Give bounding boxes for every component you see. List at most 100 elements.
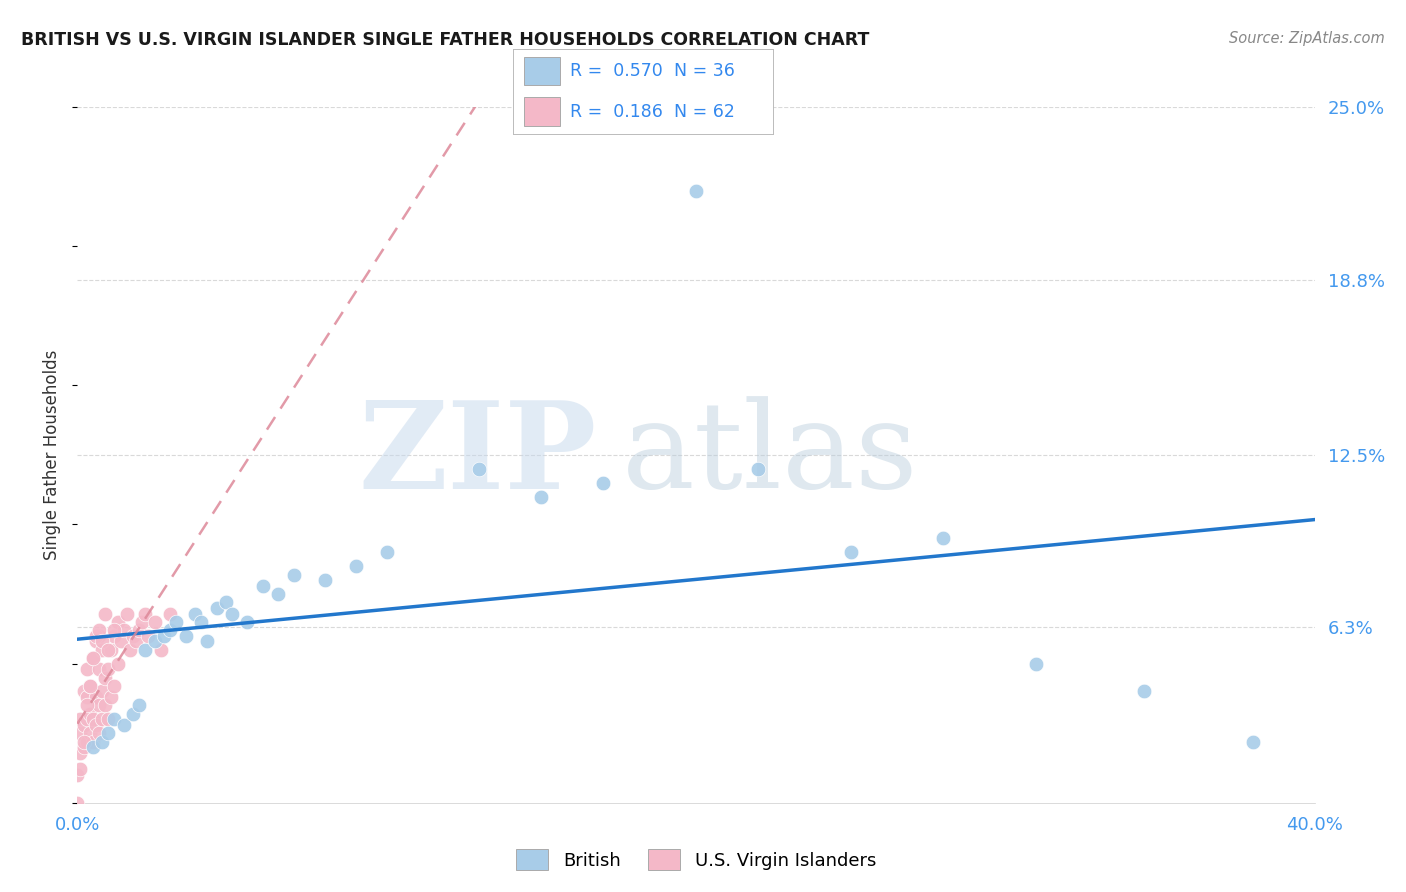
- Point: [115, 607, 138, 621]
- Point: [69, 712, 91, 726]
- Point: [76, 690, 98, 704]
- Point: [79, 706, 101, 721]
- Point: [839, 545, 862, 559]
- Point: [87, 726, 110, 740]
- Point: [267, 587, 290, 601]
- Point: [94, 607, 117, 621]
- Point: [134, 607, 156, 621]
- Point: [97, 712, 120, 726]
- Point: [72, 734, 94, 748]
- Point: [221, 607, 243, 621]
- Point: [138, 629, 160, 643]
- Point: [112, 624, 135, 638]
- Point: [128, 624, 150, 638]
- Point: [283, 567, 305, 582]
- Point: [97, 726, 120, 740]
- Point: [107, 657, 129, 671]
- Point: [149, 642, 172, 657]
- Point: [103, 712, 125, 726]
- Point: [153, 629, 176, 643]
- Point: [72, 740, 94, 755]
- Point: [685, 184, 707, 198]
- Point: [91, 712, 114, 726]
- Point: [125, 634, 148, 648]
- Text: ZIP: ZIP: [359, 396, 598, 514]
- Point: [87, 629, 110, 643]
- Point: [1133, 684, 1156, 698]
- Point: [103, 624, 125, 638]
- Bar: [523, 57, 560, 86]
- Point: [932, 532, 955, 546]
- Point: [184, 607, 207, 621]
- Point: [84, 690, 107, 704]
- Point: [79, 679, 101, 693]
- Point: [118, 642, 141, 657]
- Point: [94, 698, 117, 713]
- Text: N = 62: N = 62: [675, 103, 735, 120]
- Point: [79, 679, 101, 693]
- Point: [84, 634, 107, 648]
- Point: [344, 559, 367, 574]
- Point: [84, 629, 107, 643]
- Point: [91, 684, 114, 698]
- Bar: [523, 97, 560, 126]
- Point: [84, 718, 107, 732]
- Point: [97, 662, 120, 676]
- Point: [87, 698, 110, 713]
- Point: [128, 698, 150, 713]
- Point: [66, 768, 89, 782]
- Text: R =  0.186: R = 0.186: [571, 103, 664, 120]
- Point: [87, 662, 110, 676]
- Point: [122, 629, 145, 643]
- Point: [91, 642, 114, 657]
- Point: [97, 642, 120, 657]
- Point: [91, 634, 114, 648]
- Point: [100, 690, 122, 704]
- Point: [66, 796, 89, 810]
- Point: [76, 662, 98, 676]
- Point: [143, 634, 166, 648]
- Point: [252, 579, 274, 593]
- Point: [91, 734, 114, 748]
- Text: atlas: atlas: [621, 396, 918, 514]
- Point: [103, 679, 125, 693]
- Point: [69, 746, 91, 760]
- Point: [82, 651, 104, 665]
- Point: [79, 726, 101, 740]
- Point: [174, 629, 197, 643]
- Point: [87, 624, 110, 638]
- Point: [1025, 657, 1047, 671]
- Point: [468, 462, 491, 476]
- Point: [69, 763, 91, 777]
- Point: [72, 684, 94, 698]
- Point: [236, 615, 259, 629]
- Point: [592, 475, 614, 490]
- Point: [159, 624, 181, 638]
- Point: [69, 726, 91, 740]
- Y-axis label: Single Father Households: Single Father Households: [44, 350, 62, 560]
- Point: [100, 642, 122, 657]
- Point: [94, 671, 117, 685]
- Point: [159, 607, 181, 621]
- Text: R =  0.570: R = 0.570: [571, 62, 664, 80]
- Point: [190, 615, 212, 629]
- Point: [215, 595, 238, 609]
- Point: [107, 615, 129, 629]
- Point: [747, 462, 769, 476]
- Text: Source: ZipAtlas.com: Source: ZipAtlas.com: [1229, 31, 1385, 46]
- Point: [530, 490, 553, 504]
- Point: [76, 734, 98, 748]
- Point: [143, 615, 166, 629]
- Point: [82, 734, 104, 748]
- Point: [76, 698, 98, 713]
- Point: [103, 629, 125, 643]
- Point: [112, 718, 135, 732]
- Point: [122, 706, 145, 721]
- Point: [195, 634, 218, 648]
- Point: [110, 634, 132, 648]
- Point: [76, 712, 98, 726]
- Point: [205, 601, 228, 615]
- Point: [82, 712, 104, 726]
- Text: N = 36: N = 36: [675, 62, 735, 80]
- Point: [1241, 734, 1264, 748]
